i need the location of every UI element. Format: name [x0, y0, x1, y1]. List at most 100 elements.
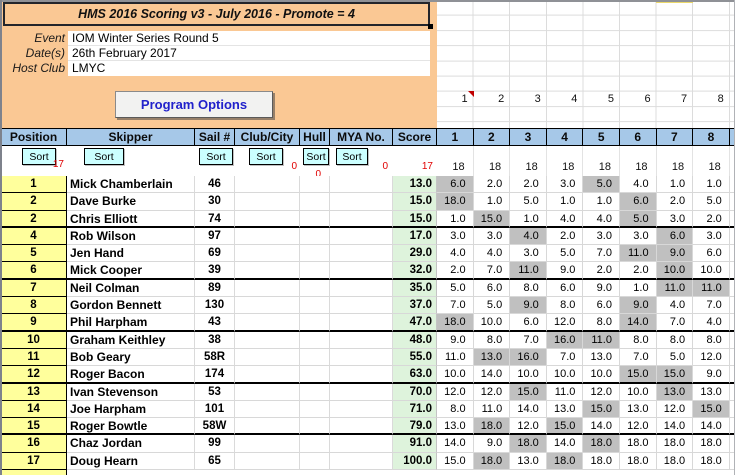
race-score-cell[interactable]: 2.0 [583, 262, 620, 280]
race-score-cell[interactable]: 6.0 [546, 279, 584, 298]
skipper-cell[interactable]: Chris Elliott [67, 210, 195, 228]
host-club-value-cell[interactable]: LMYC [72, 61, 106, 75]
hull-cell[interactable] [300, 400, 330, 419]
club-city-cell[interactable] [235, 262, 300, 280]
race-header-cell[interactable]: 6 [619, 128, 657, 146]
race-score-cell[interactable]: 13.0 [437, 418, 474, 436]
race-score-cell[interactable]: 14.0 [546, 435, 584, 453]
race-header-cell[interactable]: 7 [656, 128, 694, 146]
score-cell[interactable]: 48.0 [393, 331, 437, 349]
mya-number-cell[interactable] [330, 262, 393, 280]
score-cell[interactable]: 13.0 [393, 176, 437, 194]
score-cell[interactable]: 15.0 [393, 193, 437, 211]
sort-club-city-button[interactable]: Sort [249, 148, 283, 165]
race-score-cell[interactable]: 6.0 [473, 279, 511, 298]
sort-position-button[interactable]: Sort [22, 148, 56, 165]
sail-number-cell[interactable]: 53 [195, 383, 235, 401]
race-header-cell[interactable]: 3 [510, 128, 547, 146]
position-cell[interactable]: 9 [0, 313, 67, 332]
race-score-cell[interactable]: 11.0 [437, 348, 474, 367]
race-score-cell[interactable]: 3.0 [546, 176, 584, 194]
skipper-cell[interactable]: Chaz Jordan [67, 435, 195, 453]
race-score-cell[interactable]: 18.0 [693, 452, 730, 471]
race-score-cell[interactable]: 7.0 [693, 297, 730, 315]
race-score-cell[interactable]: 5.0 [510, 193, 547, 211]
race-score-cell[interactable]: 7.0 [619, 348, 657, 367]
race-score-cell-discard[interactable]: 18.0 [583, 435, 620, 453]
club-city-cell[interactable] [235, 383, 300, 401]
race-score-cell[interactable]: 12.0 [510, 418, 547, 436]
race-score-cell-discard[interactable]: 6.0 [437, 176, 474, 194]
race-score-cell-discard[interactable]: 15.0 [619, 366, 657, 384]
race-score-cell-discard[interactable]: 6.0 [656, 227, 694, 246]
race-score-cell[interactable]: 10.0 [583, 366, 620, 384]
hull-cell[interactable] [300, 383, 330, 401]
mya-number-cell[interactable] [330, 366, 393, 384]
race-score-cell[interactable]: 11.0 [546, 383, 584, 401]
hull-cell[interactable] [300, 279, 330, 298]
position-cell[interactable]: 11 [0, 347, 67, 367]
position-cell[interactable]: 2 [0, 209, 67, 228]
hull-cell[interactable] [300, 452, 330, 471]
race-score-cell[interactable]: 2.0 [473, 176, 511, 194]
race-score-cell-discard[interactable]: 13.0 [473, 348, 511, 367]
score-cell[interactable]: 79.0 [393, 418, 437, 436]
club-city-cell[interactable] [235, 176, 300, 194]
race-score-cell[interactable]: 3.0 [473, 227, 511, 246]
race-score-cell[interactable]: 1.0 [473, 193, 511, 211]
skipper-cell[interactable]: Phil Harpham [67, 314, 195, 332]
race-score-cell[interactable]: 6.0 [510, 314, 547, 332]
skipper-cell[interactable]: Dave Burke [67, 193, 195, 211]
race-score-cell[interactable]: 13.0 [619, 400, 657, 419]
score-cell[interactable]: 91.0 [393, 435, 437, 453]
race-score-cell[interactable]: 2.0 [619, 262, 657, 280]
score-cell[interactable]: 63.0 [393, 366, 437, 384]
race-score-cell[interactable]: 1.0 [583, 193, 620, 211]
hull-cell[interactable] [300, 227, 330, 246]
position-cell[interactable]: 14 [0, 399, 67, 419]
position-cell[interactable]: 15 [0, 417, 67, 436]
race-score-cell-discard[interactable]: 11.0 [693, 279, 730, 298]
race-score-cell[interactable]: 13.0 [693, 383, 730, 401]
position-cell[interactable]: 1 [0, 176, 67, 194]
hull-cell[interactable] [300, 331, 330, 349]
position-cell[interactable]: 7 [0, 278, 67, 298]
race-score-cell[interactable]: 15.0 [437, 452, 474, 471]
race-number-cell[interactable]: 1 [437, 91, 474, 107]
skipper-cell[interactable]: Neil Colman [67, 279, 195, 298]
skipper-cell[interactable]: Mick Chamberlain [67, 176, 195, 194]
race-score-cell[interactable]: 18.0 [583, 452, 620, 471]
sail-number-cell[interactable]: 65 [195, 452, 235, 471]
race-score-cell[interactable]: 9.0 [437, 331, 474, 349]
race-header-cell[interactable]: 5 [583, 128, 620, 146]
race-score-cell-discard[interactable]: 6.0 [619, 193, 657, 211]
race-header-cell[interactable]: 4 [546, 128, 584, 146]
race-score-cell[interactable]: 14.0 [583, 418, 620, 436]
race-number-cell[interactable]: 5 [583, 91, 620, 107]
dates-value-cell[interactable]: 26th February 2017 [68, 46, 430, 61]
hull-cell[interactable] [300, 193, 330, 211]
race-score-cell-discard[interactable]: 18.0 [546, 452, 584, 471]
race-score-cell[interactable]: 6.0 [583, 297, 620, 315]
mya-number-cell[interactable] [330, 297, 393, 315]
sail-number-cell[interactable]: 58R [195, 348, 235, 367]
sail-number-cell[interactable]: 46 [195, 176, 235, 194]
race-score-cell[interactable]: 14.0 [437, 435, 474, 453]
race-score-cell[interactable]: 4.0 [473, 245, 511, 263]
club-city-cell[interactable] [235, 331, 300, 349]
skipper-cell[interactable]: Ivan Stevenson [67, 383, 195, 401]
skipper-cell[interactable]: Rob Wilson [67, 227, 195, 246]
mya-number-cell[interactable] [330, 331, 393, 349]
race-score-cell[interactable]: 5.0 [656, 348, 694, 367]
hull-cell[interactable] [300, 176, 330, 194]
race-score-cell-discard[interactable]: 11.0 [510, 262, 547, 280]
hull-cell[interactable] [300, 314, 330, 332]
mya-number-cell[interactable] [330, 400, 393, 419]
race-score-cell[interactable]: 2.0 [510, 176, 547, 194]
race-score-cell[interactable]: 14.0 [693, 418, 730, 436]
race-score-cell-discard[interactable]: 15.0 [473, 210, 511, 228]
race-score-cell[interactable]: 5.0 [473, 297, 511, 315]
club-city-cell[interactable] [235, 366, 300, 384]
race-score-cell[interactable]: 12.0 [693, 348, 730, 367]
mya-number-cell[interactable] [330, 176, 393, 194]
